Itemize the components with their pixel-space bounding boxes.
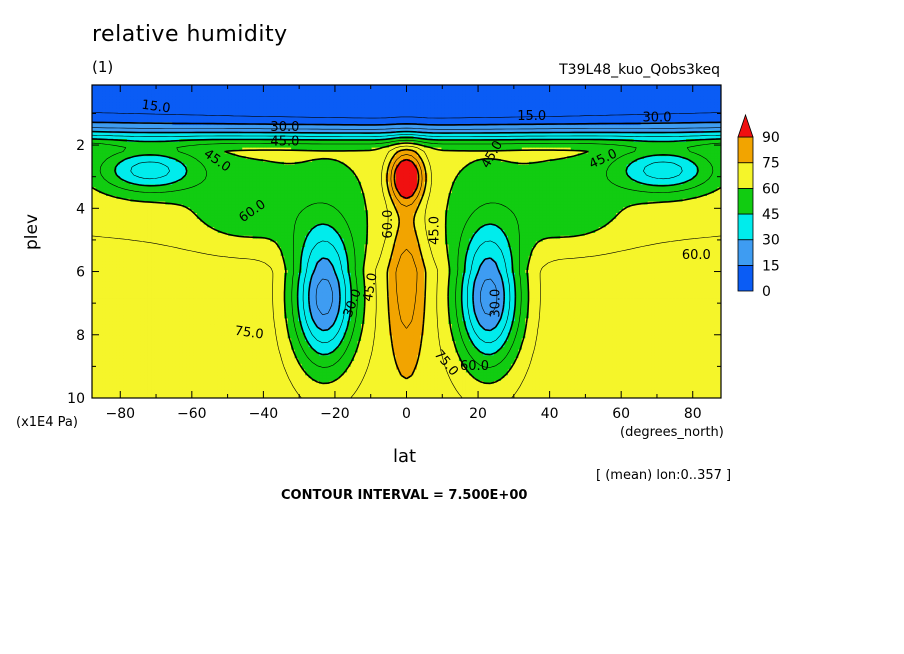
run-name-label: T39L48_kuo_Qobs3keq — [559, 62, 720, 78]
x-tick-label: −60 — [177, 406, 207, 422]
y-axis-label: plev — [22, 213, 42, 250]
contour-label: 60.0 — [460, 359, 489, 374]
contour-label: 30.0 — [488, 289, 503, 318]
chart-subtitle: (1) — [92, 58, 114, 76]
colorbar-swatch — [737, 213, 754, 241]
x-tick-label: 80 — [684, 406, 702, 422]
contour-line — [92, 136, 721, 356]
contour-line — [92, 127, 721, 315]
colorbar-swatch — [737, 239, 754, 266]
y-tick-label: 10 — [67, 391, 85, 407]
colorbar-label: 15 — [762, 258, 780, 274]
contour-line — [92, 134, 721, 344]
contour-line — [92, 112, 721, 119]
y-tick-label: 6 — [76, 265, 85, 281]
x-tick-label: −40 — [249, 406, 279, 422]
contour-label: 30.0 — [643, 111, 672, 126]
colorbar-swatch — [737, 162, 754, 189]
contour-line — [92, 130, 721, 332]
x-tick-label: 20 — [469, 406, 487, 422]
contour-line — [393, 158, 420, 200]
colorbar: 0 15 30 45 60 75 90 — [737, 113, 780, 300]
x-tick-label: −80 — [105, 406, 135, 422]
contour-line — [92, 121, 721, 126]
x-tick-label: −20 — [320, 406, 350, 422]
contour-line — [390, 154, 423, 329]
contour-label: 30.0 — [270, 120, 299, 135]
chart-title: relative humidity — [92, 22, 288, 47]
colorbar-label: 90 — [762, 130, 780, 146]
contour-line — [92, 142, 721, 385]
x-axis-unit: (degrees_north) — [620, 425, 724, 440]
mean-note: [ (mean) lon:0..357 ] — [596, 468, 732, 483]
contour-label: 60.0 — [682, 248, 711, 263]
y-axis-unit: (x1E4 Pa) — [16, 415, 78, 430]
x-axis-ticks: −80 −60 −40 −20 0 20 40 60 80 — [105, 85, 702, 422]
contour-label: 45.0 — [428, 216, 443, 245]
colorbar-label: 30 — [762, 233, 780, 249]
colorbar-label: 75 — [762, 156, 780, 172]
contour-label: 45.0 — [361, 272, 381, 303]
colorbar-swatch — [737, 264, 754, 292]
colorbar-label: 0 — [762, 284, 771, 300]
contour-label: 45.0 — [270, 134, 299, 149]
colorbar-swatch — [737, 187, 754, 215]
x-tick-label: 40 — [541, 406, 559, 422]
contour-line — [92, 139, 721, 368]
y-tick-label: 4 — [76, 201, 85, 217]
contour-lines — [92, 112, 721, 398]
x-tick-label: 0 — [402, 406, 411, 422]
x-tick-label: 60 — [612, 406, 630, 422]
y-tick-label: 2 — [76, 138, 85, 154]
contour-line — [386, 148, 427, 380]
colorbar-label: 45 — [762, 207, 780, 223]
contour-label: 75.0 — [234, 324, 265, 343]
contour-label: 15.0 — [517, 109, 546, 124]
contour-line — [92, 145, 721, 398]
colorbar-swatch — [737, 136, 754, 164]
colorbar-label: 60 — [762, 181, 780, 197]
x-axis-label: lat — [393, 446, 417, 467]
y-tick-label: 8 — [76, 328, 85, 344]
colorbar-extend-triangle — [737, 113, 754, 138]
contour-label: 60.0 — [381, 210, 396, 239]
contour-label: 15.0 — [141, 98, 172, 117]
y-axis-ticks: 2 4 6 8 10 — [67, 112, 721, 407]
contour-interval-label: CONTOUR INTERVAL = 7.500E+00 — [281, 488, 528, 503]
